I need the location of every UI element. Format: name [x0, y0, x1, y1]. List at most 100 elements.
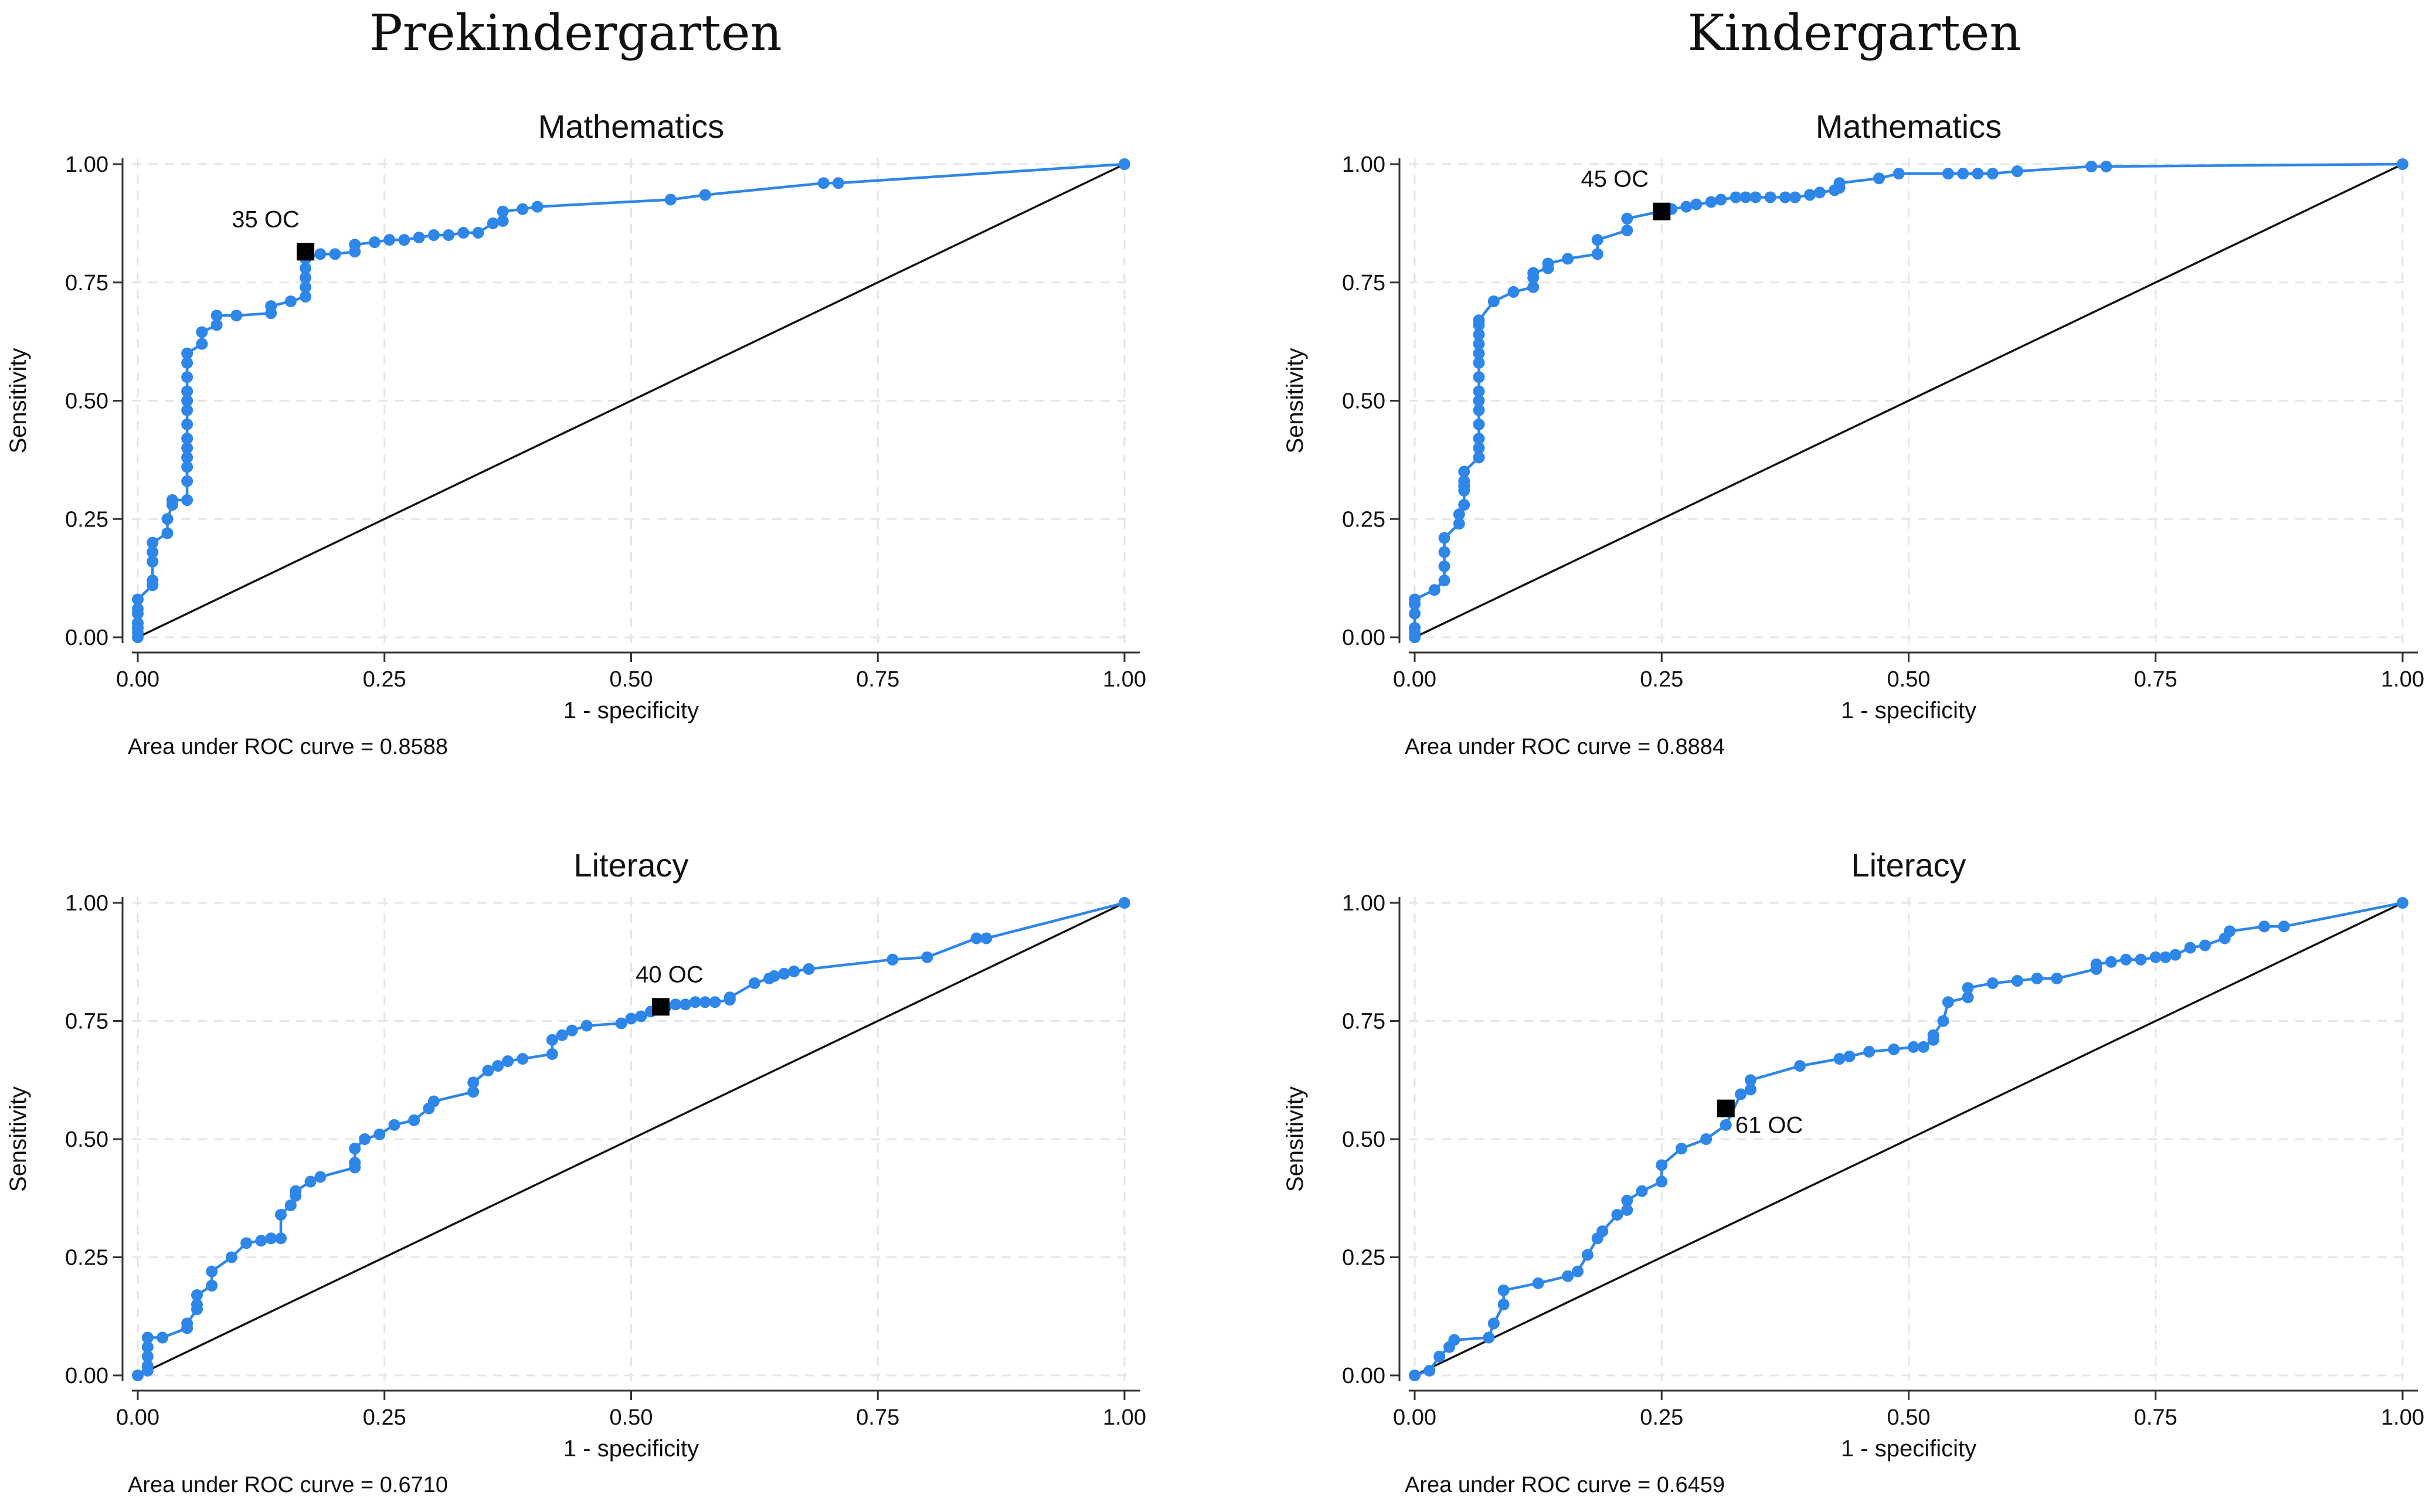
roc-point [265, 1232, 277, 1245]
roc-point [1656, 1159, 1668, 1171]
roc-point [699, 189, 711, 201]
roc-point [457, 227, 470, 239]
roc-point [1473, 385, 1485, 397]
roc-point [1942, 996, 1954, 1008]
roc-point [1473, 451, 1485, 464]
y-tick-label: 0.25 [65, 507, 108, 532]
roc-point [275, 1208, 287, 1221]
y-tick-label: 0.75 [1342, 1010, 1385, 1034]
roc-point [2100, 161, 2112, 173]
roc-point [300, 262, 312, 274]
roc-point [531, 201, 543, 213]
reference-diagonal-line [137, 163, 1125, 638]
x-tick-label: 1.00 [1103, 1405, 1146, 1430]
roc-point [1473, 395, 1485, 407]
roc-point [1507, 286, 1520, 298]
roc-point [1448, 1334, 1460, 1346]
roc-point [788, 965, 800, 977]
roc-point [1473, 314, 1485, 327]
cutoff-marker-label: 45 OC [1581, 167, 1649, 192]
roc-point [1833, 1052, 1846, 1065]
roc-point [1409, 607, 1421, 620]
reference-diagonal-line [1414, 163, 2403, 638]
roc-point [723, 991, 736, 1004]
roc-point [1487, 1317, 1500, 1330]
roc-point [132, 603, 144, 615]
roc-point [970, 932, 983, 944]
roc-point [1473, 356, 1485, 369]
y-tick-label: 0.00 [1342, 1364, 1385, 1388]
roc-point [141, 1350, 154, 1363]
roc-point [147, 536, 159, 549]
roc-point [497, 215, 509, 227]
roc-point [206, 1279, 218, 1292]
y-tick-label: 0.50 [65, 1127, 108, 1152]
roc-point [1581, 1249, 1594, 1261]
roc-point [1453, 518, 1465, 530]
roc-point [240, 1237, 253, 1249]
roc-point [132, 617, 144, 629]
y-tick-label: 0.25 [1342, 1246, 1385, 1270]
roc-point [314, 1171, 327, 1183]
cutoff-marker [1653, 202, 1671, 220]
roc-point [1813, 186, 1826, 199]
roc-point [1423, 1364, 1436, 1377]
roc-point [1438, 532, 1450, 544]
roc-point [284, 1199, 297, 1211]
x-tick-label: 0.50 [610, 1405, 653, 1430]
roc-point [1562, 1270, 1574, 1282]
y-tick-label: 0.75 [65, 271, 108, 295]
roc-point [373, 1128, 386, 1140]
roc-point [1621, 1204, 1633, 1216]
roc-point [1438, 560, 1450, 572]
roc-point [1749, 191, 1762, 203]
roc-point [1473, 371, 1485, 383]
roc-point [886, 953, 899, 966]
roc-point [349, 239, 361, 251]
roc-point [388, 1119, 400, 1131]
roc-point [181, 1317, 193, 1330]
roc-point [181, 451, 193, 464]
x-tick-label: 0.75 [2134, 1405, 2177, 1430]
roc-point [359, 1133, 371, 1145]
roc-point [147, 546, 159, 558]
roc-point [443, 229, 455, 242]
roc-point [1700, 1133, 1713, 1145]
roc-point [1591, 234, 1603, 246]
roc-point [1764, 191, 1776, 203]
roc-panel-kindergarten-mathematics: 0.00 0.00 0.25 0.25 0.50 0.50 0.75 0.75 1.00 1.00… [1282, 108, 2424, 759]
roc-point [349, 1157, 361, 1169]
roc-point [1962, 991, 1974, 1004]
roc-point [1497, 1284, 1510, 1296]
y-axis-label: Sensitivity [1282, 348, 1308, 453]
y-tick-label: 0.00 [65, 1364, 108, 1388]
panel-title: Literacy [573, 847, 688, 884]
roc-point [664, 193, 677, 206]
y-tick-label: 0.25 [65, 1246, 108, 1270]
x-tick-label: 0.25 [363, 1405, 406, 1430]
roc-point [2051, 972, 2063, 984]
roc-point [680, 998, 692, 1011]
auc-note: Area under ROC curve = 0.8884 [1405, 735, 1725, 759]
roc-point [427, 1095, 440, 1107]
roc-point [147, 555, 159, 568]
roc-point [1473, 328, 1485, 341]
roc-point [255, 1235, 267, 1247]
roc-point [2258, 920, 2271, 933]
roc-point [225, 1251, 237, 1263]
auc-note: Area under ROC curve = 0.8588 [128, 735, 448, 759]
roc-point [210, 319, 223, 331]
roc-point [1572, 1265, 1584, 1277]
cutoff-marker [651, 998, 670, 1016]
roc-point [1527, 281, 1540, 293]
roc-point [275, 1232, 287, 1245]
roc-point [748, 977, 760, 990]
roc-point [427, 229, 440, 242]
roc-point [181, 356, 193, 369]
roc-point [191, 1299, 203, 1311]
x-tick-label: 0.00 [116, 1405, 159, 1430]
roc-point [181, 385, 193, 397]
roc-point [1497, 1299, 1510, 1311]
roc-point [566, 1024, 578, 1037]
roc-point [803, 963, 815, 975]
